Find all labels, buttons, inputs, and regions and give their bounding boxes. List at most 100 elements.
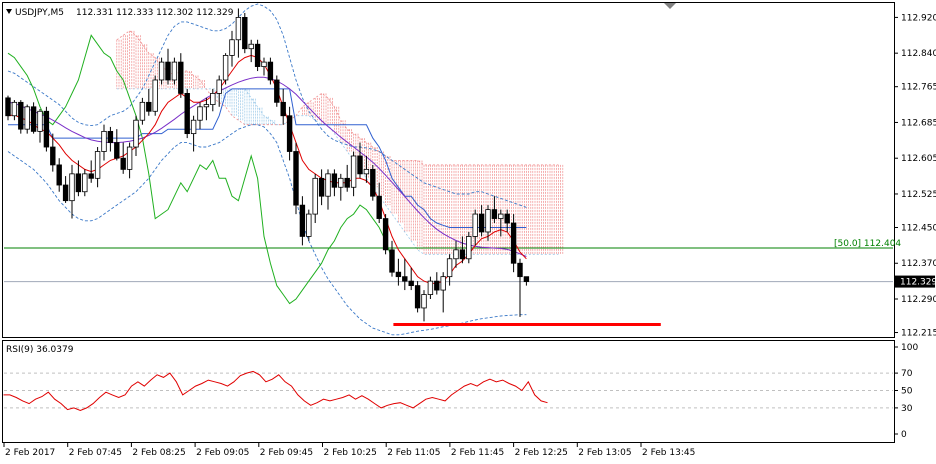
candle-body [510,222,517,264]
candle-body [523,276,530,282]
candle-body [434,280,440,291]
candle-body [382,218,389,251]
candle-body [363,168,370,175]
candle-body [344,177,350,188]
rsi-tick-label: 30 [901,404,913,414]
cloud-span-b-line [116,88,559,255]
candle-body [178,61,184,94]
candle-body [88,173,94,179]
bollinger-upper-line [7,3,527,208]
candle-body [254,43,261,67]
candle-body [517,262,523,278]
candle-body [126,146,133,170]
rsi-panel-content [3,370,893,412]
chart-menu-triangle-icon[interactable] [6,9,12,14]
current-price-label: 112.329 [900,278,936,288]
chart-shift-marker-icon[interactable] [664,3,676,9]
candle-body [472,213,478,237]
candle-body [222,55,229,81]
candle-body [101,130,107,152]
candle-body [56,164,62,186]
candle-body [184,92,190,135]
candle-body [312,177,318,215]
time-tick-label: 2 Feb 09:45 [260,448,313,458]
candle-body [152,79,158,112]
price-tick-label: 112.290 [901,295,936,305]
candle-body [389,249,395,273]
candle-body [11,101,18,117]
price-tick-label: 112.685 [901,118,936,128]
candle-body [446,258,453,278]
candle-body [75,173,82,193]
candle-body [338,177,344,188]
ma-slow-line [7,76,527,257]
candle-body [94,151,101,179]
candle-body [210,92,216,105]
candle-body [376,195,382,219]
candle-body [171,61,178,81]
candle-body [18,101,24,130]
cloud-span-a-line [116,30,559,166]
candle-body [229,39,235,56]
candle-body [491,209,498,219]
price-tick-label: 112.765 [901,83,936,93]
time-tick-label: 2 Feb 13:45 [642,448,695,458]
candle-body [43,110,50,148]
candle-body [280,101,286,117]
price-tick-label: 112.450 [901,223,936,233]
time-tick-label: 2 Feb 11:05 [387,448,440,458]
time-tick-label: 2 Feb 13:05 [578,448,631,458]
candle-body [466,236,472,260]
candle-body [24,106,30,130]
candle-body [286,115,293,152]
rsi-panel-frame [2,340,895,443]
candle-body [402,276,408,282]
candle-body [133,119,139,148]
candle-body [427,280,434,295]
candle-body [440,276,446,291]
ma-fast-line [7,54,527,284]
fib-level-label: [50.0] 112.404 [834,239,901,249]
rsi-tick-label: 0 [901,430,907,440]
candle-body [242,17,248,50]
time-tick-label: 2 Feb 12:25 [515,448,568,458]
candle-body [350,155,357,188]
candle-body [165,61,171,81]
candle-body [37,110,43,132]
candles [5,8,661,326]
chart-title-symbol: USDJPY,M5 [15,8,64,18]
candle-body [504,213,510,224]
time-tick-label: 2 Feb 2017 [5,448,55,458]
candle-body [30,106,37,132]
candle-body [414,285,421,309]
candle-body [235,17,242,41]
candle-body [318,177,325,197]
price-tick-label: 112.920 [901,13,936,23]
candle-body [114,142,120,159]
time-tick-label: 2 Feb 11:45 [451,448,504,458]
time-tick-label: 2 Feb 08:25 [132,448,185,458]
candle-body [120,157,126,170]
price-tick-label: 112.215 [901,329,936,339]
candle-body [146,101,152,112]
candle-body [485,209,491,233]
rsi-label: RSI(9) 36.0379 [6,345,74,355]
candle-body [299,204,306,237]
time-tick-label: 2 Feb 07:45 [69,448,122,458]
main-panel-frame [2,2,895,338]
price-tick-label: 112.840 [901,49,936,59]
indicator-lines [4,3,893,336]
bollinger-lower-line [7,124,527,336]
candle-body [325,173,331,197]
candle-body [293,151,299,206]
candle-body [478,213,485,233]
candle-body [261,61,267,67]
price-tick-label: 112.525 [901,190,936,200]
candle-body [370,168,376,197]
candle-body [197,106,203,121]
candle-body [216,79,222,94]
candle-body [274,79,280,103]
